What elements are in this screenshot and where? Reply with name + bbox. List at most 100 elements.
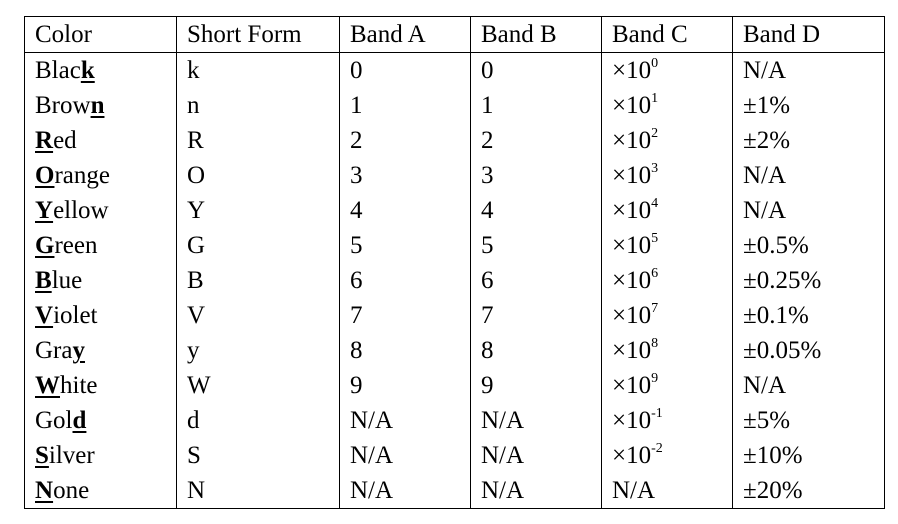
short-form-cell: V bbox=[176, 298, 340, 333]
band-d-cell: ±1% bbox=[732, 88, 885, 123]
color-name-cell: Black bbox=[24, 52, 177, 88]
color-name-cell: Orange bbox=[24, 158, 177, 193]
color-name-key-letter: y bbox=[72, 337, 85, 364]
table-row: Blue B 6 6 ×106 ±0.25% bbox=[24, 263, 885, 298]
table-row: Gold d N/A N/A ×10-1 ±5% bbox=[24, 403, 885, 438]
band-c-cell: ×103 bbox=[601, 158, 733, 193]
table-row: Violet V 7 7 ×107 ±0.1% bbox=[24, 298, 885, 333]
band-c-cell: ×108 bbox=[601, 333, 733, 368]
multiplier-exponent: 3 bbox=[651, 160, 659, 176]
band-d-cell: ±0.1% bbox=[732, 298, 885, 333]
band-c-cell: ×101 bbox=[601, 88, 733, 123]
color-name-cell: Brown bbox=[24, 88, 177, 123]
band-b-cell: 9 bbox=[470, 368, 602, 403]
color-name-cell: Blue bbox=[24, 263, 177, 298]
band-c-cell: ×105 bbox=[601, 228, 733, 263]
color-name-prefix: Gra bbox=[35, 337, 73, 364]
color-name-key-letter: Y bbox=[35, 197, 54, 224]
color-name-suffix: ed bbox=[53, 127, 77, 154]
multiplier-base: ×10 bbox=[612, 232, 652, 259]
multiplier-base: ×10 bbox=[612, 337, 652, 364]
short-form-cell: B bbox=[176, 263, 340, 298]
short-form-cell: y bbox=[176, 333, 340, 368]
band-b-cell: 1 bbox=[470, 88, 602, 123]
table-row: Yellow Y 4 4 ×104 N/A bbox=[24, 193, 885, 228]
band-a-cell: N/A bbox=[339, 403, 471, 438]
band-d-cell: N/A bbox=[732, 368, 885, 403]
band-a-cell: 1 bbox=[339, 88, 471, 123]
short-form-cell: S bbox=[176, 438, 340, 473]
band-b-cell: 0 bbox=[470, 52, 602, 88]
color-name-cell: Green bbox=[24, 228, 177, 263]
multiplier-base: ×10 bbox=[612, 57, 652, 84]
table-body: Black k 0 0 ×100 N/A Brown n 1 1 ×101 ±1% Red R 2 2 ×102… bbox=[24, 52, 885, 509]
table-row: Red R 2 2 ×102 ±2% bbox=[24, 123, 885, 158]
table-row: Green G 5 5 ×105 ±0.5% bbox=[24, 228, 885, 263]
color-name-suffix: iolet bbox=[53, 302, 98, 329]
table-row: Orange O 3 3 ×103 N/A bbox=[24, 158, 885, 193]
color-name-key-letter: k bbox=[80, 57, 95, 84]
band-c-cell: ×10-1 bbox=[601, 403, 733, 438]
band-b-cell: 7 bbox=[470, 298, 602, 333]
band-b-cell: N/A bbox=[470, 438, 602, 473]
band-b-cell: 3 bbox=[470, 158, 602, 193]
band-b-cell: 4 bbox=[470, 193, 602, 228]
band-b-cell: 8 bbox=[470, 333, 602, 368]
band-c-cell: ×100 bbox=[601, 52, 733, 88]
header-color: Color bbox=[24, 16, 177, 53]
band-d-cell: ±0.5% bbox=[732, 228, 885, 263]
color-name-key-letter: R bbox=[35, 127, 54, 154]
band-c-cell: ×106 bbox=[601, 263, 733, 298]
band-b-cell: N/A bbox=[470, 403, 602, 438]
band-a-cell: N/A bbox=[339, 473, 471, 509]
band-d-cell: ±0.25% bbox=[732, 263, 885, 298]
color-name-prefix: Brow bbox=[35, 92, 91, 119]
header-band-d: Band D bbox=[732, 16, 885, 53]
band-a-cell: 3 bbox=[339, 158, 471, 193]
band-d-cell: N/A bbox=[732, 158, 885, 193]
color-name-suffix: one bbox=[53, 477, 90, 504]
multiplier-exponent: 9 bbox=[651, 370, 659, 386]
multiplier-base: ×10 bbox=[612, 267, 652, 294]
color-name-key-letter: B bbox=[35, 267, 52, 294]
color-name-cell: Silver bbox=[24, 438, 177, 473]
band-c-cell: ×10-2 bbox=[601, 438, 733, 473]
header-band-a: Band A bbox=[339, 16, 471, 53]
short-form-cell: G bbox=[176, 228, 340, 263]
header-short-form: Short Form bbox=[176, 16, 340, 53]
header-row: Color Short Form Band A Band B Band C Ba… bbox=[24, 16, 885, 53]
multiplier-base: ×10 bbox=[612, 372, 652, 399]
color-name-cell: Gray bbox=[24, 333, 177, 368]
color-name-suffix: lue bbox=[51, 267, 83, 294]
short-form-cell: n bbox=[176, 88, 340, 123]
multiplier-exponent: 0 bbox=[651, 55, 659, 71]
multiplier-exponent: -1 bbox=[651, 405, 663, 421]
color-name-key-letter: W bbox=[35, 372, 60, 399]
color-name-suffix: ilver bbox=[48, 442, 95, 469]
band-a-cell: 7 bbox=[339, 298, 471, 333]
color-name-cell: None bbox=[24, 473, 177, 509]
multiplier-base: ×10 bbox=[612, 92, 652, 119]
short-form-cell: k bbox=[176, 52, 340, 88]
color-name-key-letter: G bbox=[35, 232, 55, 259]
band-a-cell: N/A bbox=[339, 438, 471, 473]
band-d-cell: N/A bbox=[732, 193, 885, 228]
short-form-cell: R bbox=[176, 123, 340, 158]
multiplier-exponent: 2 bbox=[651, 125, 659, 141]
color-name-suffix: hite bbox=[60, 372, 98, 399]
table-row: Black k 0 0 ×100 N/A bbox=[24, 52, 885, 88]
band-d-cell: ±0.05% bbox=[732, 333, 885, 368]
multiplier-exponent: 5 bbox=[651, 230, 659, 246]
multiplier-exponent: 4 bbox=[651, 195, 659, 211]
multiplier-exponent: 7 bbox=[651, 300, 659, 316]
multiplier-base: ×10 bbox=[612, 442, 652, 469]
band-c-cell: ×107 bbox=[601, 298, 733, 333]
short-form-cell: d bbox=[176, 403, 340, 438]
color-name-cell: Red bbox=[24, 123, 177, 158]
multiplier-base: ×10 bbox=[612, 162, 652, 189]
multiplier-base: ×10 bbox=[612, 127, 652, 154]
short-form-cell: O bbox=[176, 158, 340, 193]
color-name-key-letter: V bbox=[35, 302, 54, 329]
short-form-cell: W bbox=[176, 368, 340, 403]
band-d-cell: N/A bbox=[732, 52, 885, 88]
